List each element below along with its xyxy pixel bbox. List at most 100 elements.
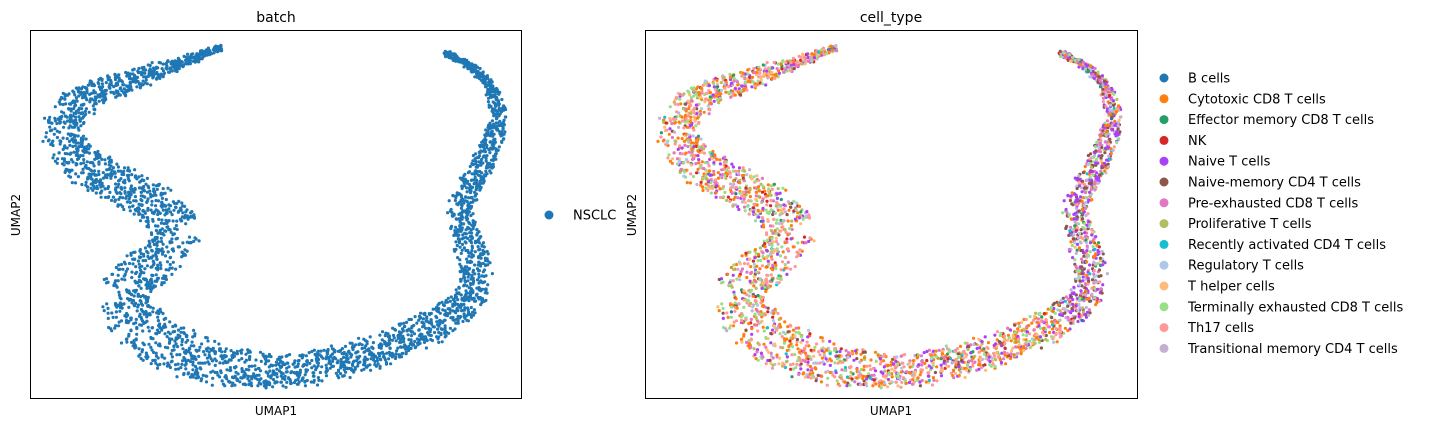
scatter-point xyxy=(102,309,106,313)
scatter-point xyxy=(266,374,270,378)
scatter-point xyxy=(327,355,331,360)
scatter-point xyxy=(220,379,224,383)
scatter-point xyxy=(146,254,150,259)
scatter-point xyxy=(134,345,138,349)
scatter-point xyxy=(483,141,487,145)
scatter-point xyxy=(117,182,121,186)
scatter-point xyxy=(466,275,470,279)
scatter-point xyxy=(1030,337,1034,341)
scatter-point xyxy=(378,333,382,337)
scatter-point xyxy=(269,374,273,378)
scatter-point xyxy=(159,221,163,225)
scatter-point xyxy=(160,227,164,231)
scatter-point xyxy=(215,48,219,52)
scatter-point xyxy=(310,349,314,354)
scatter-point xyxy=(463,283,467,287)
scatter-point xyxy=(116,324,121,328)
scatter-point xyxy=(478,296,482,300)
scatter-point xyxy=(138,299,142,303)
scatter-point xyxy=(167,70,171,74)
scatter-point xyxy=(64,167,68,171)
scatter-point xyxy=(158,76,162,80)
scatter-point xyxy=(273,380,277,384)
scatter-point xyxy=(115,81,119,85)
scatter-point xyxy=(460,242,465,246)
scatter-point xyxy=(145,176,149,180)
scatter-point xyxy=(703,161,708,165)
scatter-point xyxy=(463,184,467,188)
scatter-point xyxy=(450,210,454,214)
scatter-point xyxy=(180,337,184,342)
scatter-point xyxy=(492,157,497,161)
scatter-point xyxy=(111,195,115,199)
scatter-point xyxy=(481,70,485,74)
scatter-point xyxy=(407,348,411,353)
scatter-point xyxy=(116,165,120,169)
scatter-point xyxy=(446,211,450,215)
scatter-point xyxy=(483,85,488,89)
scatter-point xyxy=(207,353,211,357)
scatter-point xyxy=(97,169,101,173)
scatter-point xyxy=(58,142,62,146)
scatter-point xyxy=(138,256,142,260)
scatter-point xyxy=(129,298,133,302)
scatter-point xyxy=(350,362,355,366)
scatter-point xyxy=(473,175,477,179)
scatter-point xyxy=(367,352,371,356)
scatter-point xyxy=(179,330,183,334)
scatter-point xyxy=(480,175,484,179)
scatter-point xyxy=(109,164,113,168)
scatter-point xyxy=(111,272,115,276)
scatter-point xyxy=(458,258,462,262)
scatter-point xyxy=(140,323,144,327)
scatter-point xyxy=(983,363,987,367)
scatter-point xyxy=(722,325,726,330)
scatter-point xyxy=(160,252,165,256)
scatter-point xyxy=(120,80,125,84)
scatter-point xyxy=(84,137,88,141)
scatter-point xyxy=(472,220,476,224)
scatter-point xyxy=(136,305,140,309)
scatter-point xyxy=(194,357,198,361)
scatter-point xyxy=(310,358,314,363)
scatter-point xyxy=(143,246,147,250)
scatter-point xyxy=(462,314,466,319)
scatter-point xyxy=(463,231,467,235)
scatter-point xyxy=(368,335,372,339)
scatter-point xyxy=(119,262,124,267)
scatter-point xyxy=(676,147,680,151)
scatter-point xyxy=(246,374,251,378)
scatter-point xyxy=(127,305,131,309)
scatter-point xyxy=(341,352,346,356)
scatter-point xyxy=(473,170,477,174)
scatter-point xyxy=(133,168,137,172)
scatter-point xyxy=(114,310,118,314)
scatter-point xyxy=(173,227,177,231)
scatter-point xyxy=(478,145,482,149)
scatter-point xyxy=(137,347,141,351)
scatter-point xyxy=(171,219,175,223)
scatter-point xyxy=(812,361,816,365)
scatter-point xyxy=(159,240,164,244)
scatter-point xyxy=(481,250,485,254)
scatter-point xyxy=(69,158,74,162)
scatter-point xyxy=(61,136,65,140)
scatter-point xyxy=(281,384,285,388)
scatter-point xyxy=(451,194,455,198)
scatter-point xyxy=(180,250,184,254)
scatter-point xyxy=(470,178,474,182)
scatter-point xyxy=(127,179,131,183)
scatter-point xyxy=(161,187,165,191)
scatter-point xyxy=(363,362,367,366)
scatter-point xyxy=(963,375,967,380)
scatter-point xyxy=(43,116,47,120)
batch-x-axis-label: UMAP1 xyxy=(255,404,297,418)
scatter-point xyxy=(130,301,134,305)
scatter-point xyxy=(1084,200,1088,205)
scatter-point xyxy=(125,200,129,204)
scatter-point xyxy=(433,330,437,335)
scatter-point xyxy=(480,280,484,284)
scatter-point xyxy=(141,259,145,263)
scatter-point xyxy=(435,335,439,339)
